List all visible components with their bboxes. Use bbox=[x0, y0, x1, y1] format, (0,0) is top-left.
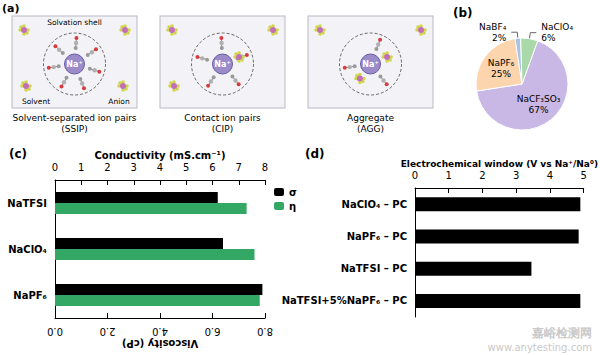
svg-text:(a): (a) bbox=[2, 2, 19, 15]
svg-text:1: 1 bbox=[78, 162, 84, 173]
svg-text:1: 1 bbox=[446, 170, 452, 181]
svg-text:NaTFSI – PC: NaTFSI – PC bbox=[341, 263, 407, 274]
svg-text:3: 3 bbox=[513, 170, 519, 181]
svg-text:4.0: 4.0 bbox=[152, 326, 168, 337]
svg-text:0.0: 0.0 bbox=[47, 326, 63, 337]
svg-text:Solvent-separated ion pairs: Solvent-separated ion pairs bbox=[12, 113, 136, 123]
svg-text:Anion: Anion bbox=[108, 97, 130, 106]
svg-text:(AGG): (AGG) bbox=[357, 124, 384, 134]
svg-text:(b): (b) bbox=[453, 6, 473, 20]
svg-text:5: 5 bbox=[581, 170, 587, 181]
svg-text:NaTFSI+5%NaPF₆ – PC: NaTFSI+5%NaPF₆ – PC bbox=[282, 295, 407, 306]
svg-text:NaCF₃SO₃: NaCF₃SO₃ bbox=[517, 94, 561, 104]
svg-text:NaPF₆ – PC: NaPF₆ – PC bbox=[347, 231, 407, 242]
svg-text:www.anytesting.com: www.anytesting.com bbox=[488, 342, 592, 353]
svg-text:(SSIP): (SSIP) bbox=[61, 124, 88, 134]
svg-text:Viscosity (cP): Viscosity (cP) bbox=[122, 338, 198, 349]
svg-text:25%: 25% bbox=[491, 69, 511, 79]
svg-text:NaBF₄: NaBF₄ bbox=[479, 22, 507, 32]
svg-text:67%: 67% bbox=[528, 105, 548, 115]
svg-text:NaClO₄: NaClO₄ bbox=[541, 22, 573, 32]
svg-text:0: 0 bbox=[412, 170, 418, 181]
svg-text:Na⁺: Na⁺ bbox=[66, 60, 82, 69]
svg-text:2: 2 bbox=[479, 170, 485, 181]
svg-text:NaPF₆: NaPF₆ bbox=[488, 58, 515, 68]
svg-text:0: 0 bbox=[52, 162, 58, 173]
svg-text:6%: 6% bbox=[541, 33, 556, 43]
svg-text:Conductivity (mS.cm⁻¹): Conductivity (mS.cm⁻¹) bbox=[94, 150, 225, 161]
svg-text:2%: 2% bbox=[492, 33, 507, 43]
svg-text:4: 4 bbox=[157, 162, 163, 173]
svg-text:(c): (c) bbox=[9, 147, 27, 161]
svg-text:(d): (d) bbox=[305, 147, 325, 161]
svg-text:Contact ion pairs: Contact ion pairs bbox=[184, 113, 261, 123]
svg-text:2.0: 2.0 bbox=[100, 326, 116, 337]
svg-text:(CIP): (CIP) bbox=[212, 124, 233, 134]
svg-text:8.0: 8.0 bbox=[257, 326, 273, 337]
svg-text:6: 6 bbox=[209, 162, 215, 173]
svg-text:NaClO₄: NaClO₄ bbox=[8, 244, 47, 255]
svg-text:2: 2 bbox=[104, 162, 110, 173]
svg-text:7: 7 bbox=[236, 162, 242, 173]
svg-text:嘉峪检测网: 嘉峪检测网 bbox=[532, 326, 592, 340]
svg-text:8: 8 bbox=[262, 162, 268, 173]
svg-text:NaTFSI: NaTFSI bbox=[7, 198, 47, 209]
svg-text:Na⁺: Na⁺ bbox=[214, 60, 230, 69]
svg-text:NaPF₆: NaPF₆ bbox=[13, 290, 47, 301]
svg-text:5: 5 bbox=[183, 162, 189, 173]
svg-text:6.0: 6.0 bbox=[205, 326, 221, 337]
svg-text:NaClO₄ – PC: NaClO₄ – PC bbox=[342, 199, 407, 210]
svg-text:Aggregate: Aggregate bbox=[347, 113, 394, 123]
svg-text:Electrochemical window (V vs N: Electrochemical window (V vs Na⁺/Na⁰) bbox=[401, 159, 598, 169]
svg-text:3: 3 bbox=[131, 162, 137, 173]
svg-text:4: 4 bbox=[547, 170, 553, 181]
svg-text:Solvent: Solvent bbox=[22, 97, 50, 106]
svg-text:η: η bbox=[289, 201, 296, 212]
svg-text:Na⁺: Na⁺ bbox=[362, 60, 378, 69]
svg-text:σ: σ bbox=[289, 187, 297, 198]
svg-text:Solvation shell: Solvation shell bbox=[47, 18, 102, 27]
